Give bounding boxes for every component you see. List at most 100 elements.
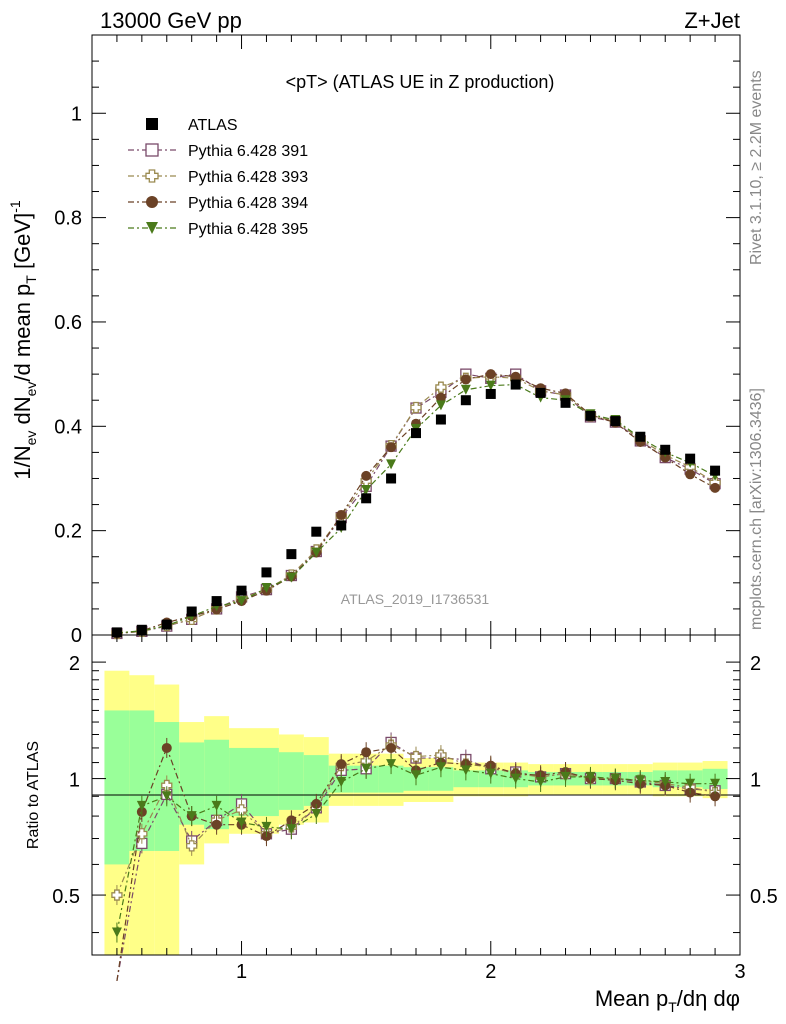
- legend-marker: [146, 118, 158, 130]
- legend-label: Pythia 6.428 391: [188, 143, 308, 160]
- x-tick-label: 3: [734, 961, 745, 983]
- main-point: [485, 388, 496, 399]
- ratio-point: [460, 765, 471, 776]
- main-point: [336, 520, 347, 531]
- main-point: [460, 374, 471, 385]
- ratio-point: [161, 779, 173, 792]
- watermark: ATLAS_2019_I1736531: [341, 591, 490, 607]
- header-right: Z+Jet: [684, 8, 740, 33]
- ratio-point: [685, 778, 696, 789]
- ratio-inner-band: [104, 710, 130, 865]
- ratio-y-tick-label-right: 2: [750, 653, 761, 675]
- ratio-point: [510, 773, 521, 784]
- main-ylabel: 1/Nev dNev/d mean pT [GeV]-1: [7, 200, 39, 480]
- main-point: [585, 410, 596, 421]
- main-point: [535, 387, 546, 398]
- main-point: [460, 384, 471, 395]
- main-point: [510, 379, 521, 390]
- main-point: [161, 619, 172, 630]
- ratio-ylabel: Ratio to ATLAS: [25, 741, 42, 849]
- ratio-point: [111, 927, 122, 938]
- legend-label: Pythia 6.428 395: [188, 221, 308, 238]
- ratio-point: [610, 773, 621, 784]
- ratio-point: [635, 775, 646, 786]
- main-point: [685, 469, 696, 480]
- ratio-point: [186, 840, 198, 852]
- main-point: [236, 585, 247, 596]
- ratio-inner-band: [254, 747, 279, 817]
- legend-marker: [146, 196, 158, 208]
- ratio-point: [361, 747, 372, 758]
- ratio-point: [386, 759, 397, 770]
- main-title: <pT> (ATLAS UE in Z production): [286, 72, 555, 92]
- main-y-tick-label: 0: [71, 625, 82, 647]
- ratio-y-tick-label-right: 1: [750, 770, 761, 792]
- main-point: [485, 380, 496, 391]
- main-point: [261, 583, 272, 594]
- main-point: [485, 369, 496, 380]
- legend-label: Pythia 6.428 393: [188, 169, 308, 186]
- main-panel: <pT> (ATLAS UE in Z production) ATLAS_20…: [7, 34, 741, 647]
- ratio-point: [286, 824, 297, 835]
- ratio-point: [710, 778, 721, 789]
- main-point: [111, 627, 122, 638]
- ratio-point: [585, 771, 596, 782]
- main-point: [261, 567, 272, 578]
- main-point: [386, 473, 397, 484]
- ratio-point: [311, 798, 322, 809]
- main-point: [435, 381, 447, 393]
- ratio-point: [485, 768, 496, 779]
- main-point: [311, 526, 322, 537]
- ratio-point: [235, 804, 248, 816]
- ratio-point: [211, 800, 222, 811]
- main-y-tick-label: 0.6: [54, 312, 82, 334]
- ratio-point: [236, 817, 247, 828]
- main-point: [710, 482, 721, 493]
- ratio-series-pythia-6.428-395: [111, 754, 721, 943]
- legend-marker: [145, 143, 159, 157]
- ratio-point: [211, 819, 222, 830]
- main-point: [286, 572, 297, 583]
- main-point: [660, 444, 671, 455]
- main-point: [311, 547, 322, 558]
- ratio-point: [535, 776, 546, 787]
- ratio-point: [186, 811, 197, 822]
- ratio-point: [311, 808, 322, 819]
- ratio-point: [410, 750, 422, 763]
- ratio-point: [261, 821, 272, 832]
- ratio-point: [710, 791, 721, 802]
- main-point: [710, 465, 721, 476]
- main-point: [560, 397, 571, 408]
- ratio-y-tick-label: 0.5: [52, 886, 80, 908]
- legend-marker: [145, 169, 159, 183]
- main-series: [111, 368, 721, 640]
- main-point: [435, 400, 446, 411]
- ratio-frame: [91, 634, 741, 956]
- main-y-tick-label: 0.4: [54, 416, 82, 438]
- legend: ATLAS Pythia 6.428 391 Pythia 6.428 393 Pyt…: [128, 117, 308, 238]
- ratio-point: [161, 742, 172, 753]
- main-y-tick-label: 0.2: [54, 521, 82, 543]
- ratio-point: [560, 771, 571, 782]
- main-point: [211, 596, 222, 607]
- main-point: [411, 428, 421, 439]
- main-point: [236, 596, 247, 607]
- main-point: [410, 401, 422, 414]
- main-point: [510, 371, 521, 382]
- legend-marker: [146, 222, 158, 234]
- main-y-tick-label: 0.8: [54, 208, 82, 230]
- ratio-point: [136, 800, 147, 811]
- ratio-point: [111, 889, 123, 901]
- main-point: [610, 416, 621, 427]
- ratio-point: [386, 742, 397, 753]
- ratio-ticks: 0.5 0.5 1 1 2 2 1 2 3: [52, 635, 778, 983]
- legend-label: ATLAS: [188, 117, 238, 134]
- ratio-y-tick-label-right: 0.5: [750, 886, 778, 908]
- ratio-panel: 0.5 0.5 1 1 2 2 1 2 3 Ratio to ATLAS Mean pT/dη …: [25, 634, 778, 1015]
- main-point: [136, 624, 147, 635]
- x-tick-label: 2: [485, 961, 496, 983]
- ratio-point: [336, 759, 347, 770]
- legend-label: Pythia 6.428 394: [188, 195, 308, 212]
- ratio-y-tick-label: 2: [69, 653, 80, 675]
- main-point: [361, 484, 372, 495]
